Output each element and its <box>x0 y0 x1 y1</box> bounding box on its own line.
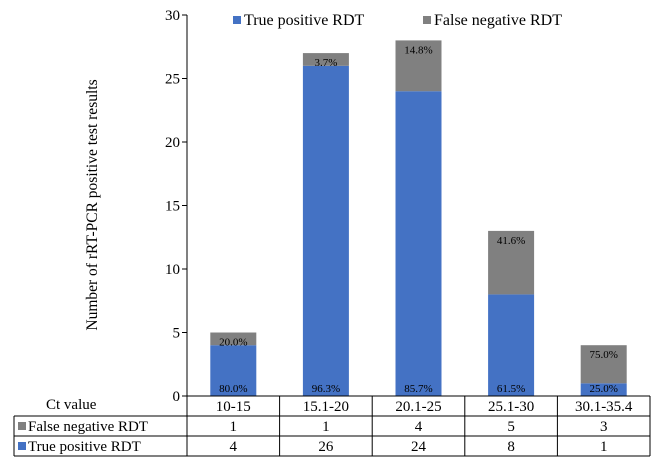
bar-segment <box>302 65 349 397</box>
bar-segment <box>302 53 349 66</box>
bar-percent-label: 25.0% <box>589 383 617 395</box>
x-category-label: 30.1-35.4 <box>575 399 633 415</box>
table-cell: 1 <box>230 419 238 435</box>
table-cell: 8 <box>507 439 515 455</box>
y-axis: Number of rRT-PCR positive test results … <box>84 8 188 405</box>
table-cell: 4 <box>415 419 423 435</box>
bar-percent-label: 3.7% <box>314 57 337 69</box>
data-table: Ct value 10-15 15.1-20 20.1-25 25.1-30 30.1-… <box>13 395 651 457</box>
table-row-swatch <box>18 442 26 450</box>
x-category-label: 25.1-30 <box>488 399 534 415</box>
legend-swatch <box>423 16 431 24</box>
y-tick-label: 30 <box>165 8 180 24</box>
legend-label: True positive RDT <box>244 12 365 29</box>
y-tick-label: 0 <box>173 389 181 405</box>
table-row-label: True positive RDT <box>28 439 141 455</box>
y-tick-label: 10 <box>165 262 180 278</box>
y-tick-label: 25 <box>165 72 180 88</box>
y-tick-label: 5 <box>173 326 181 342</box>
table-cell: 5 <box>507 419 515 435</box>
bar-segment <box>210 332 257 346</box>
bar-segment <box>580 383 627 396</box>
table-cell: 1 <box>322 419 330 435</box>
table-cell: 4 <box>230 439 238 455</box>
x-category-label: 10-15 <box>216 399 251 415</box>
bar-percent-label: 14.8% <box>404 44 432 56</box>
legend: True positive RDT False negative RDT <box>233 12 562 29</box>
bar-percent-label: 80.0% <box>219 383 247 395</box>
y-axis-title: Number of rRT-PCR positive test results <box>84 79 101 330</box>
bars <box>210 40 627 397</box>
x-category-label: 20.1-25 <box>395 399 441 415</box>
bar-percent-label: 41.6% <box>497 235 525 247</box>
bar-percent-label: 61.5% <box>497 383 525 395</box>
bar-segment <box>395 40 442 92</box>
table-cell: 3 <box>600 419 608 435</box>
table-row-label: False negative RDT <box>28 419 148 435</box>
bar-segment <box>210 345 257 396</box>
table-cell: 26 <box>318 439 334 455</box>
x-axis-title: Ct value <box>46 397 97 413</box>
legend-label: False negative RDT <box>434 12 562 29</box>
bar-percent-label: 20.0% <box>219 337 247 349</box>
y-tick-label: 20 <box>165 135 180 151</box>
bar-segment <box>395 91 442 396</box>
legend-swatch <box>233 16 241 24</box>
bar-segment <box>488 230 535 295</box>
table-cell: 1 <box>600 439 608 455</box>
x-category-label: 15.1-20 <box>303 399 349 415</box>
table-cell: 24 <box>411 439 427 455</box>
bar-segment <box>488 294 535 396</box>
bar-percent-label: 75.0% <box>589 349 617 361</box>
bar-percent-labels: 80.0% 20.0% 96.3% 3.7% 85.7% 14.8% 61.5% 41.6% 2… <box>219 44 618 395</box>
y-tick-label: 15 <box>165 199 180 215</box>
bar-percent-label: 85.7% <box>404 383 432 395</box>
bar-percent-label: 96.3% <box>312 383 340 395</box>
bar-segment <box>580 345 627 384</box>
table-row-swatch <box>18 422 26 430</box>
